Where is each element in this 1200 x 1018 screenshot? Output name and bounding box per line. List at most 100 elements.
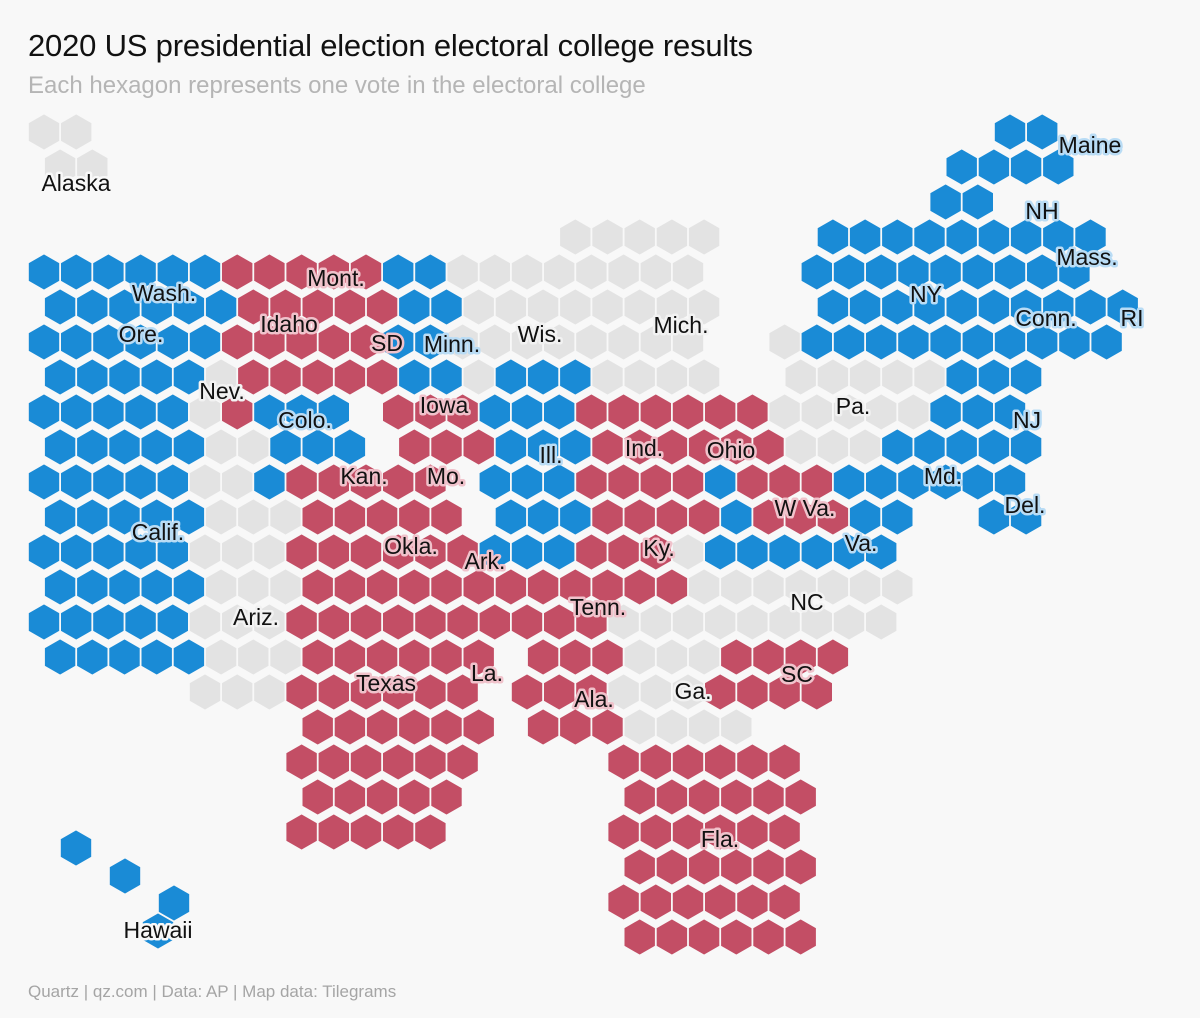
hexagon [848,567,882,607]
hexagon [397,707,431,747]
hexagon [977,287,1011,327]
hexagon [526,567,560,607]
hexagon [832,252,866,292]
hexagon [204,567,238,607]
hexagon [510,252,544,292]
hexagon [687,357,721,397]
hexagon [349,602,383,642]
hexagon [800,252,834,292]
hexagon [510,532,544,572]
hexagon [188,322,222,362]
hexagon [896,322,930,362]
hexagon [285,602,319,642]
hexagon [27,112,61,152]
state-label: Mass. [1056,244,1117,270]
hexagon [848,427,882,467]
hexagon [671,532,705,572]
hexagon [655,847,689,887]
hexagon [687,567,721,607]
hexagon [574,392,608,432]
hexagon [268,427,303,467]
hexagon [413,462,447,502]
state-label: Kan. [340,463,387,489]
hexagon [333,707,367,747]
state-label: NY [910,281,942,307]
hexagon [526,497,560,537]
state-label: Iowa [420,392,469,418]
hexagon [349,532,383,572]
hexagon [381,602,415,642]
state-label: NC [790,589,823,615]
hexagon [381,252,415,292]
hexagon [558,427,592,467]
hexagon [140,637,174,677]
hexagon [156,602,190,642]
hexagon [301,637,335,677]
hexagon [107,357,142,397]
hexagon [220,462,254,502]
hexagon [204,427,238,467]
hexagon [365,777,399,817]
hexagon [188,462,222,502]
state-label: Calif. [132,519,184,545]
hexagon [349,742,383,782]
hexagon [526,637,560,677]
state-label: Md. [924,463,962,489]
hexagon [27,532,61,572]
state-label: Minn. [424,331,480,357]
hexagon [1009,427,1043,467]
hexagon [671,742,705,782]
hexagon [735,602,769,642]
hexagon [719,847,753,887]
hexagon [558,637,592,677]
hexagon [977,217,1011,257]
hexagon [542,252,576,292]
hexagon [639,882,673,922]
hexagon [607,742,641,782]
hexagon [1090,322,1124,362]
hexagon [317,742,351,782]
hexagon [317,812,351,852]
state-label: La. [471,660,503,686]
chart-title: 2020 US presidential election electoral … [28,28,753,63]
hexagon [140,357,174,397]
state-label: NH [1025,198,1058,224]
hexagon [703,462,737,502]
hexagon [703,882,737,922]
hexagon [800,322,834,362]
hexagon [1073,217,1108,257]
hexagon [961,462,995,502]
hexagon [542,532,576,572]
hexagon [816,357,850,397]
hexagon [816,287,850,327]
hexagon [43,497,77,537]
hexagon [172,567,206,607]
hexagon [590,217,625,257]
hexagon [623,357,657,397]
hexagon [429,777,464,817]
hexagon [655,357,689,397]
hexagon [413,742,447,782]
hexagon [800,462,834,502]
hexagon [816,637,850,677]
hexagon [768,322,802,362]
hexagon [574,252,608,292]
hexagon [285,672,319,712]
hexagon [912,357,947,397]
hexagon [381,742,415,782]
hexagon [27,602,61,642]
hexagon [397,287,431,327]
hexagon [494,497,528,537]
hexagon [639,812,673,852]
hexagon [735,462,769,502]
hexagon [204,497,238,537]
hexagon [140,567,174,607]
hexagon [639,742,673,782]
hexagon [236,427,270,467]
hexagon [623,287,657,327]
hexagon [880,427,914,467]
hexagon [832,462,866,502]
hexagon [188,532,222,572]
hexagon [1025,252,1059,292]
hexagon [478,252,512,292]
